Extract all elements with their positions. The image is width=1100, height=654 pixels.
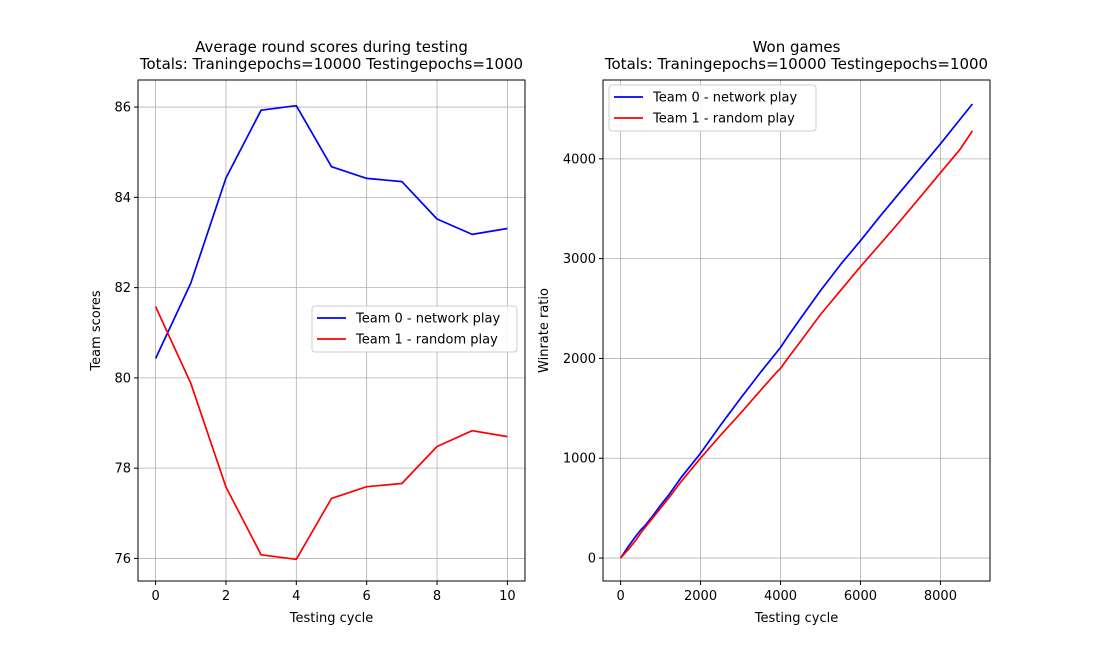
chart-subtitle: Totals: Traningepochs=10000 Testingepoch… (139, 55, 523, 73)
y-tick-label: 82 (114, 281, 131, 296)
legend-box (311, 305, 518, 353)
legend-label-team-1: Team 1 - random play (355, 333, 498, 348)
chart-title: Average round scores during testing (195, 38, 468, 56)
y-tick-label: 0 (588, 552, 596, 567)
y-tick-label: 78 (114, 462, 131, 477)
series-line-team-0 (154, 104, 508, 359)
y-tick-label: 1000 (563, 452, 596, 467)
y-tick-label: 4000 (563, 152, 596, 167)
series-line-team-1 (619, 130, 974, 559)
y-tick-label: 80 (114, 371, 131, 386)
x-tick-label: 0 (151, 589, 159, 604)
x-axis-label: Testing cycle (754, 611, 838, 626)
x-tick-label: 2000 (684, 589, 717, 604)
chart-subtitle: Totals: Traningepochs=10000 Testingepoch… (604, 55, 988, 73)
x-tick-label: 4000 (764, 589, 797, 604)
x-tick-label: 6 (363, 589, 371, 604)
x-tick-label: 8000 (924, 589, 957, 604)
x-tick-label: 4 (292, 589, 300, 604)
legend-label-team-1: Team 1 - random play (652, 112, 795, 127)
legend-label-team-0: Team 0 - network play (652, 91, 797, 106)
legend-label-team-0: Team 0 - network play (355, 312, 500, 327)
legend-box (608, 84, 817, 132)
plot-frame (602, 79, 991, 582)
y-tick-label: 86 (114, 101, 131, 116)
chart-title: Won games (753, 38, 841, 56)
legend: Team 0 - network play Team 1 - random pla… (608, 84, 817, 132)
series-line-team-0 (619, 103, 974, 559)
x-tick-label: 8 (433, 589, 441, 604)
x-tick-label: 2 (222, 589, 230, 604)
x-tick-label: 6000 (844, 589, 877, 604)
x-tick-label: 10 (499, 589, 516, 604)
y-tick-label: 3000 (563, 252, 596, 267)
y-axis-label: Team scores (89, 290, 104, 371)
x-axis-label: Testing cycle (289, 611, 373, 626)
y-axis-label: Winrate ratio (537, 288, 552, 373)
y-tick-label: 2000 (563, 352, 596, 367)
right-chart: 0 2000 4000 6000 8000 0 1000 2000 3000 4000 Won ga… (537, 38, 991, 626)
y-tick-label: 84 (114, 191, 131, 206)
legend: Team 0 - network play Team 1 - random pla… (311, 305, 518, 353)
plot-frame (137, 79, 526, 582)
x-tick-label: 0 (616, 589, 624, 604)
series-line-team-1 (154, 306, 508, 561)
left-chart: 0 2 4 6 8 10 76 78 80 82 84 86 Average round scores … (89, 38, 526, 626)
y-tick-label: 76 (114, 552, 131, 567)
